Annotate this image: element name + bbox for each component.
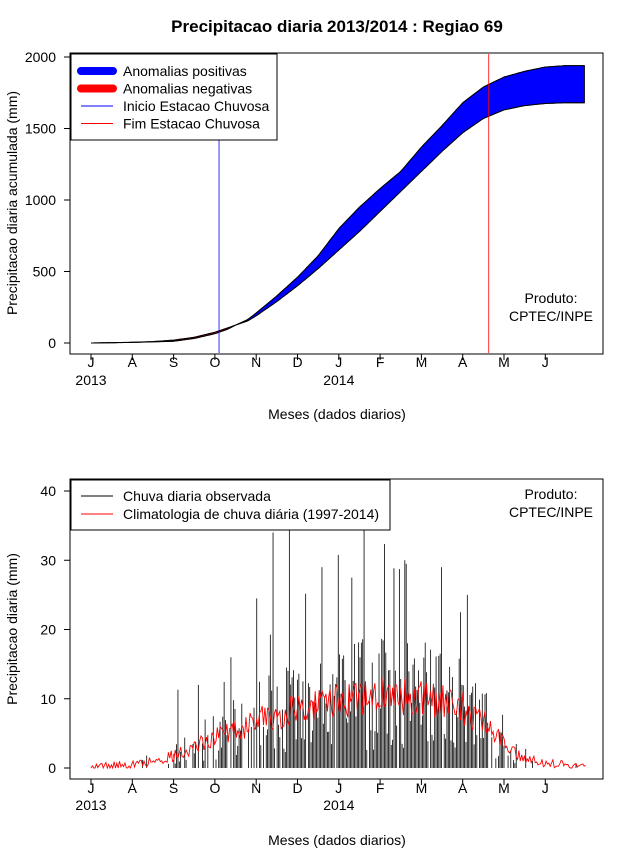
year-label: 2014 [323, 372, 354, 388]
x-tick-label: A [128, 780, 138, 796]
x-tick-label: M [416, 354, 428, 370]
y-tick-label: 40 [40, 483, 56, 499]
top-plot-frame [69, 52, 604, 355]
y-tick-label: 0 [48, 335, 56, 351]
legend-label: Anomalias positivas [123, 63, 247, 79]
x-tick-label: A [458, 354, 468, 370]
x-tick-label: O [209, 780, 220, 796]
cumulative-precipitation-chart: 0 500 1000 1500 2000 J A S O N D J F M A M J 2013 2014 Ano… [4, 49, 604, 422]
y-tick-label: 1500 [25, 121, 56, 137]
x-tick-label: S [169, 354, 178, 370]
chart-title: Precipitacao diaria 2013/2014 : Regiao 6… [171, 17, 503, 36]
x-tick-label: J [88, 354, 95, 370]
x-tick-label: N [251, 780, 261, 796]
y-tick-label: 30 [40, 552, 56, 568]
climatology-cumulative-line [91, 102, 585, 344]
y-tick-label: 500 [33, 264, 57, 280]
x-tick-label: A [458, 780, 468, 796]
y-tick-label: 20 [40, 622, 56, 638]
bottom-xlabel: Meses (dados diarios) [268, 832, 406, 848]
year-label: 2013 [75, 372, 106, 388]
bottom-ylabel: Precipitacao diaria (mm) [4, 553, 20, 705]
top-annotation-line2: CPTEC/INPE [509, 308, 593, 324]
x-tick-label: F [376, 354, 385, 370]
year-label: 2014 [323, 797, 354, 813]
bottom-annotation-line2: CPTEC/INPE [509, 504, 593, 520]
x-tick-label: M [498, 354, 510, 370]
y-tick-label: 2000 [25, 49, 56, 65]
observed-cumulative-line [91, 65, 585, 344]
legend-label: Inicio Estacao Chuvosa [123, 98, 270, 114]
x-tick-label: D [292, 354, 302, 370]
bottom-annotation-line1: Produto: [525, 486, 578, 502]
x-tick-label: J [542, 780, 549, 796]
x-tick-label: M [416, 780, 428, 796]
legend-label: Chuva diaria observada [123, 488, 271, 504]
year-label: 2013 [75, 797, 106, 813]
y-tick-label: 10 [40, 691, 56, 707]
x-tick-label: J [335, 780, 342, 796]
x-tick-label: O [209, 354, 220, 370]
legend-label: Fim Estacao Chuvosa [123, 116, 260, 132]
top-ylabel: Precipitacao diaria acumulada (mm) [4, 91, 20, 315]
top-annotation-line1: Produto: [525, 290, 578, 306]
climatology-daily-line [90, 677, 586, 770]
x-tick-label: N [251, 354, 261, 370]
top-xlabel: Meses (dados diarios) [268, 406, 406, 422]
x-tick-label: S [169, 780, 178, 796]
x-tick-label: J [88, 780, 95, 796]
x-tick-label: F [376, 780, 385, 796]
x-tick-label: J [335, 354, 342, 370]
x-tick-label: D [292, 780, 302, 796]
y-tick-label: 1000 [25, 192, 56, 208]
bottom-legend-box [70, 479, 391, 531]
x-tick-label: J [542, 354, 549, 370]
legend-label: Anomalias negativas [123, 81, 252, 97]
legend-label: Climatologia de chuva diária (1997-2014) [123, 506, 379, 522]
x-tick-label: A [128, 354, 138, 370]
y-tick-label: 0 [48, 760, 56, 776]
x-tick-label: M [498, 780, 510, 796]
